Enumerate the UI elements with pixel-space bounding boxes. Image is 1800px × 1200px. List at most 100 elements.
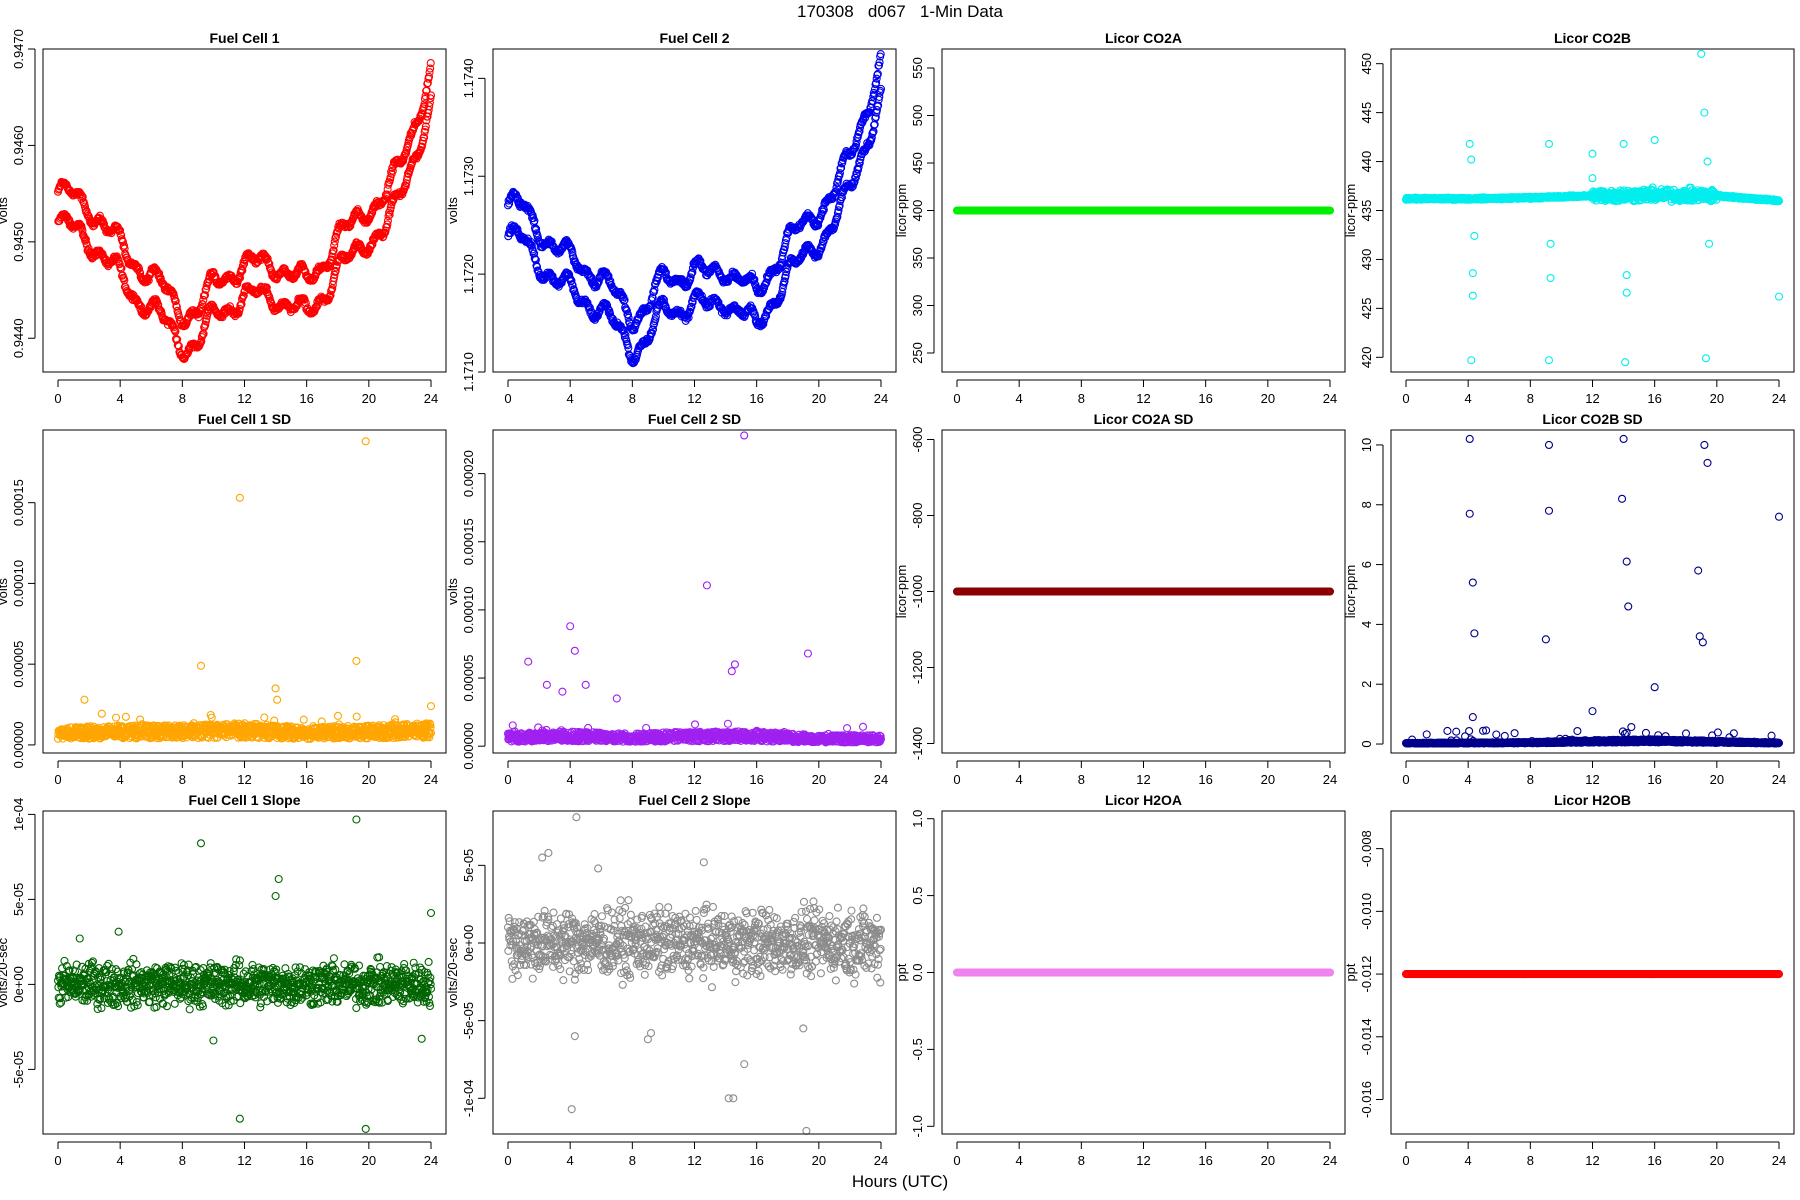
- data-point: [199, 295, 208, 305]
- outlier-point: [1468, 291, 1477, 300]
- outlier-point: [1544, 139, 1554, 148]
- outlier-point: [1588, 149, 1597, 158]
- panel-title: Licor CO2B: [1554, 30, 1631, 46]
- outlier-point: [1546, 239, 1555, 248]
- data-point: [202, 314, 211, 323]
- x-tick-label: 20: [812, 391, 826, 406]
- outlier-point: [1588, 174, 1597, 183]
- data-point: [239, 291, 248, 300]
- outlier-point: [1544, 356, 1554, 365]
- y-tick-label: 430: [1359, 249, 1374, 271]
- y-tick-label: 425: [1359, 298, 1374, 320]
- y-tick-label: 0.9460: [11, 126, 26, 166]
- data-point: [235, 304, 244, 314]
- y-tick-label: 1.1720: [461, 254, 476, 294]
- y-tick-label: 300: [910, 295, 925, 317]
- panel-title: Licor CO2A: [1105, 30, 1182, 46]
- x-tick-label: 24: [424, 391, 438, 406]
- data-point: [202, 281, 211, 291]
- x-tick-label: 4: [1016, 391, 1023, 406]
- y-tick-label: 450: [1359, 53, 1374, 75]
- data-point: [225, 302, 235, 311]
- outlier-point: [1701, 354, 1711, 363]
- x-tick-label: 16: [1647, 391, 1661, 406]
- panel-title: Fuel Cell 1 SD: [198, 411, 291, 427]
- y-tick-label: 445: [1359, 102, 1374, 124]
- data-point: [201, 320, 210, 329]
- x-tick-label: 16: [299, 391, 313, 406]
- x-tick-label: 20: [362, 391, 376, 406]
- x-tick-label: 8: [629, 391, 636, 406]
- outlier-point: [1465, 139, 1474, 148]
- y-tick-label: 0.9440: [11, 318, 26, 358]
- panel-4: Fuel Cell 1 SD0 4 8 12 16 20 240.000000.000050…: [0, 411, 447, 787]
- x-tick-label: 16: [1198, 391, 1212, 406]
- y-tick-label: 1.1730: [461, 156, 476, 196]
- y-tick-label: 1.1710: [461, 352, 476, 392]
- data-point: [121, 712, 130, 721]
- x-tick-label: 8: [1078, 391, 1085, 406]
- outlier-point: [1467, 155, 1476, 164]
- outlier-point: [1700, 108, 1709, 117]
- x-tick-label: 12: [1585, 391, 1599, 406]
- plot-frame: [1390, 48, 1795, 373]
- plot-frame: [42, 48, 447, 373]
- x-tick-label: 12: [687, 391, 701, 406]
- data-point: [97, 215, 106, 224]
- x-tick-label: 24: [1323, 391, 1337, 406]
- outlier-point: [1621, 358, 1630, 367]
- data-point: [119, 241, 129, 250]
- y-tick-label: 435: [1359, 200, 1374, 222]
- outlier-point: [1622, 288, 1631, 297]
- data-point: [171, 296, 180, 306]
- panel-1: Fuel Cell 20 4 8 12 16 20 241.17101.17201.1730…: [445, 30, 897, 406]
- x-tick-label: 0: [953, 391, 960, 406]
- data-point: [115, 226, 125, 235]
- x-tick-label: 4: [117, 391, 124, 406]
- outlier-point: [1546, 273, 1555, 283]
- outlier-point: [1703, 157, 1712, 166]
- x-tick-label: 12: [1136, 391, 1150, 406]
- outlier-point: [1619, 139, 1628, 148]
- y-tick-label: 400: [910, 200, 925, 222]
- x-tick-label: 8: [179, 391, 186, 406]
- data-point: [80, 202, 90, 211]
- data-point: [175, 313, 184, 322]
- panel-0: Fuel Cell 1 0 4 8 12 16 20 24 0.9440 0.9450 0.9460…: [0, 29, 447, 406]
- x-tick-label: 12: [237, 391, 251, 406]
- data-point: [115, 260, 124, 269]
- data-points: [53, 437, 436, 743]
- data-point: [97, 709, 106, 718]
- data-point: [198, 300, 207, 309]
- page-title: 170308 d067 1-Min Data: [796, 2, 1004, 21]
- outlier-point: [1697, 49, 1706, 58]
- data-points: [952, 206, 1335, 215]
- data-point: [155, 272, 164, 281]
- panel-title: Fuel Cell 1: [209, 30, 279, 46]
- x-tick-label: 0: [504, 391, 511, 406]
- y-tick-label: 450: [910, 152, 925, 174]
- y-tick-label: 0.9450: [11, 222, 26, 262]
- data-point: [78, 192, 87, 201]
- x-tick-label: 24: [1772, 391, 1786, 406]
- data-point: [156, 274, 165, 283]
- x-tick-label: 0: [54, 391, 61, 406]
- y-axis-label: licor-ppm: [894, 184, 909, 237]
- x-tick-label: 8: [1527, 391, 1534, 406]
- data-point: [194, 313, 203, 322]
- outlier-point: [1622, 271, 1631, 280]
- outlier-point: [1468, 269, 1477, 278]
- panel-title: Fuel Cell 2: [659, 30, 729, 46]
- y-tick-label: 500: [910, 105, 925, 127]
- x-tick-label: 20: [1261, 391, 1275, 406]
- y-tick-label: 0.9470: [11, 29, 26, 69]
- y-tick-label: 440: [1359, 151, 1374, 173]
- x-tick-label: 24: [874, 391, 888, 406]
- y-axis-label: licor-ppm: [1343, 184, 1358, 237]
- x-tick-label: 20: [1710, 391, 1724, 406]
- y-axis-label: volts: [0, 197, 10, 224]
- data-points: [503, 50, 886, 368]
- x-tick-label: 16: [749, 391, 763, 406]
